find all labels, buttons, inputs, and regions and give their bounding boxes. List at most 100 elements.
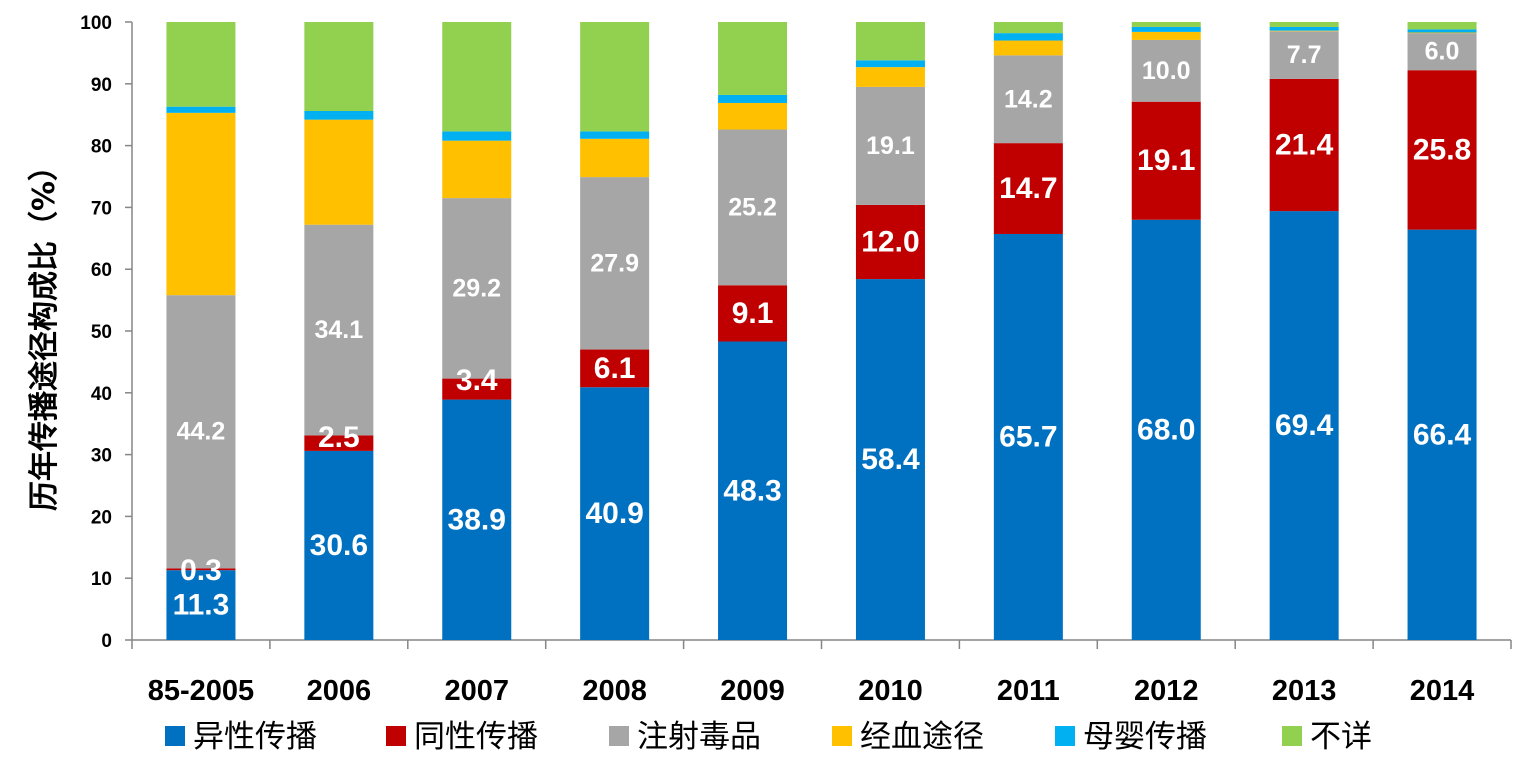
bar-segment [580,22,650,132]
data-label: 11.3 [173,589,230,622]
bar-segment [580,138,650,178]
data-label: 40.9 [585,497,643,530]
bar-segment [442,378,512,400]
data-label: 6.1 [594,352,636,385]
y-axis-label: 历年传播途径构成比（%） [27,151,62,511]
legend-swatch [1282,726,1302,746]
data-label: 12.0 [861,226,919,259]
bar-segment [993,143,1063,234]
data-label: 3.4 [456,364,498,397]
y-tick-label: 10 [91,569,112,590]
data-label: 19.1 [1137,144,1195,177]
bar-segment [166,570,236,640]
bar-segment [166,295,236,569]
legend-label: 母婴传播 [1083,719,1207,755]
x-tick-label: 2010 [858,675,923,707]
bar-segment [1269,30,1339,32]
x-tick-label: 2012 [1134,675,1199,707]
bar-segment [1269,211,1339,640]
bar-segment [580,131,650,139]
bar-segment [304,110,374,120]
bar-segment [1131,39,1201,102]
data-label: 38.9 [448,503,506,536]
bar-segment [304,119,374,225]
bar-segment [1407,32,1477,34]
bar-segment [1131,101,1201,220]
bar-segment [718,285,788,342]
bar-segment [718,94,788,103]
y-tick-label: 50 [91,322,112,343]
bar-segment [1407,229,1477,640]
data-label: 66.4 [1413,418,1472,451]
data-label: 6.0 [1425,38,1460,66]
bars [166,22,1477,640]
data-label: 58.4 [861,443,920,476]
bar-segment [442,198,512,379]
bar-segment [993,22,1063,34]
y-tick-label: 60 [91,260,112,281]
data-label: 30.6 [310,529,368,562]
x-tick-label: 85-2005 [148,675,254,707]
data-label: 29.2 [452,274,501,302]
bar-segment [304,435,374,451]
bar-segment [1131,22,1201,27]
data-label: 44.2 [177,418,226,446]
bar-segment [855,67,925,87]
bar-segment [442,131,512,141]
data-label: 21.4 [1275,128,1334,161]
bar-segment [1269,78,1339,212]
bar-segment [1407,33,1477,71]
x-tick-labels: 85-2005 2006 2007 2008 2009 2010 2011 2012 2013 2… [148,675,1475,707]
data-label: 0.3 [180,554,222,587]
x-tick-label: 2009 [720,675,785,707]
bar-segment [993,233,1063,640]
data-label: 69.4 [1275,409,1334,442]
data-label: 48.3 [723,474,781,507]
data-label: 9.1 [732,297,774,330]
bar-segment [718,129,788,286]
legend: 异性传播 同性传播 注射毒品 经血途径 母婴传播 不详 [165,719,1372,755]
data-label: 27.9 [590,249,639,277]
y-tick-label: 70 [91,198,112,219]
y-tick-labels: 0 10 20 30 40 50 60 70 80 90 100 [80,13,112,652]
data-label: 19.1 [866,132,915,160]
data-label: 68.0 [1137,413,1195,446]
bar-segment [855,60,925,68]
bar-segment [1269,26,1339,31]
bar-segment [993,33,1063,41]
bar-segment [166,112,236,296]
bar-segment [1269,31,1339,79]
x-tick-label: 2006 [307,675,372,707]
bar-segment [855,86,925,205]
legend-swatch [165,726,185,746]
data-label: 14.7 [999,172,1057,205]
data-label: 65.7 [999,420,1057,453]
bar-segment [993,55,1063,144]
bar-segment [442,140,512,199]
bar-segment [718,102,788,130]
bar-segment [580,387,650,640]
legend-label: 不详 [1310,719,1372,755]
bar-segment [993,40,1063,56]
bar-segment [1131,219,1201,640]
data-label: 25.2 [728,193,777,221]
y-tick-label: 30 [91,446,112,467]
bar-segment [442,399,512,640]
data-label: 34.1 [315,316,364,344]
x-tick-label: 2007 [444,675,509,707]
bar-segment [718,341,788,640]
bar-segment [166,568,236,571]
y-tick-label: 40 [91,384,112,405]
x-tick-label: 2014 [1410,675,1475,707]
bar-segment [304,22,374,111]
bar-segment [580,349,650,388]
legend-label: 经血途径 [860,719,984,755]
bar-segment [1269,22,1339,27]
legend-label: 异性传播 [193,719,317,755]
legend-swatch [1055,726,1075,746]
y-tick-label: 0 [101,631,112,652]
bar-segment [1131,26,1201,32]
y-tick-label: 100 [80,13,112,34]
x-tick-label: 2011 [997,675,1060,707]
